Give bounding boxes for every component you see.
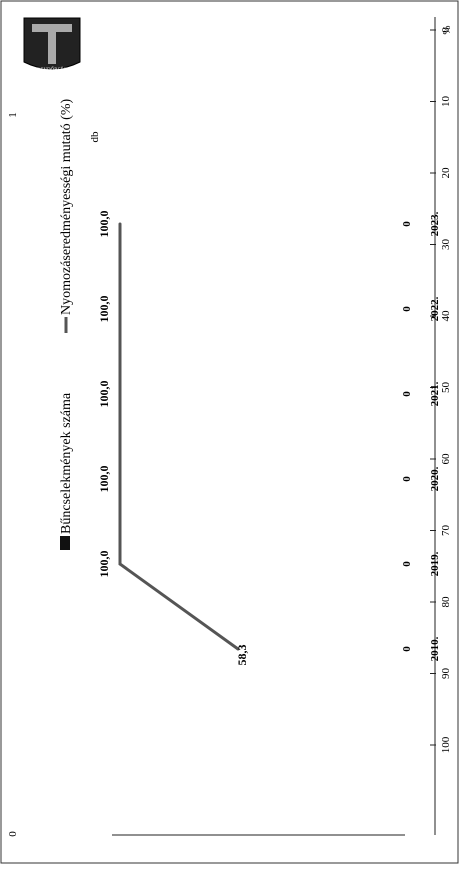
line-point <box>118 562 122 566</box>
bar-value-label: 0 <box>401 391 413 397</box>
police-logo-text: RENDŐRSÉG <box>37 67 67 73</box>
line-point <box>118 392 122 396</box>
chart-marks: 2010. 0 2019. 0 2020. 0 2021. 0 2022. 0 2023. 0 58,3… <box>97 211 441 666</box>
line-point <box>118 307 122 311</box>
series-line-investigation-rate <box>118 224 239 651</box>
right-axis-unit: % <box>441 25 453 34</box>
line-point <box>118 222 122 226</box>
line-point <box>118 477 122 481</box>
legend-bar-label: Bűncselekmények száma <box>59 392 74 534</box>
category-label: 2020. <box>429 466 441 491</box>
legend-bar-swatch <box>60 536 70 550</box>
line-value-label: 100,0 <box>97 211 111 238</box>
police-logo: RENDŐRSÉG <box>23 17 81 73</box>
left-axis-tick-label: 0 <box>7 831 19 837</box>
category-label: 2021. <box>429 381 441 406</box>
right-axis-tick-label: 60 <box>440 453 452 465</box>
line-value-label: 100,0 <box>97 381 111 408</box>
category-label: 2010. <box>429 636 441 661</box>
bar-value-label: 0 <box>401 221 413 227</box>
right-axis-tick-label: 70 <box>440 525 452 537</box>
left-axis-tick-label: 1 <box>7 112 19 118</box>
right-axis-ticks: 0 10 20 30 40 50 60 70 80 90 100 <box>430 27 452 753</box>
left-axis-ticks: 01 <box>7 112 19 837</box>
line-value-label: 58,3 <box>235 645 249 666</box>
bar-value-label: 0 <box>401 306 413 312</box>
category-label: 2023. <box>429 211 441 236</box>
bar-value-label: 0 <box>401 476 413 482</box>
right-axis-tick-label: 10 <box>440 96 452 108</box>
right-axis-tick-label: 50 <box>440 382 452 394</box>
right-axis-tick-label: 90 <box>440 668 452 680</box>
line-value-label: 100,0 <box>97 466 111 493</box>
right-axis-tick-label: 0 <box>440 27 452 33</box>
right-axis-tick-label: 100 <box>440 736 452 753</box>
right-axis-tick-label: 30 <box>440 239 452 251</box>
line-value-label: 100,0 <box>97 296 111 323</box>
legend: Bűncselekmények száma Nyomozáseredményes… <box>59 99 74 550</box>
line-value-label: 100,0 <box>97 551 111 578</box>
bar-value-label: 0 <box>401 561 413 567</box>
line-point <box>236 647 240 651</box>
category-label: 2019. <box>429 551 441 576</box>
category-label: 2022. <box>429 296 441 321</box>
right-axis-tick-label: 20 <box>440 167 452 179</box>
right-axis-tick-label: 40 <box>440 310 452 322</box>
legend-line-label: Nyomozáseredményességi mutató (%) <box>59 99 74 315</box>
right-axis-tick-label: 80 <box>440 596 452 608</box>
bar-value-label: 0 <box>401 646 413 652</box>
left-axis-unit: db <box>89 131 101 143</box>
